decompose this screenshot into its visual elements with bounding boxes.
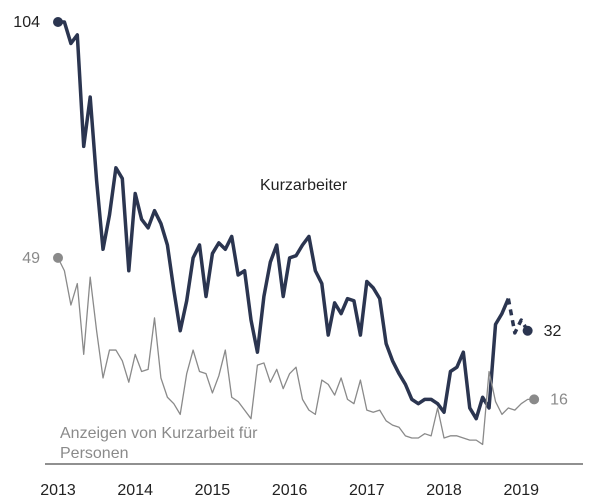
x-tick-label: 2017 xyxy=(349,482,385,499)
end-dot xyxy=(53,252,63,263)
series-label: Anzeigen von Kurzarbeit für Personen xyxy=(60,425,258,462)
series-line xyxy=(58,20,510,421)
x-tick-label: 2014 xyxy=(117,482,153,499)
data-label: 32 xyxy=(544,323,562,340)
x-tick-label: 2018 xyxy=(426,482,462,499)
series-label: Kurzarbeiter xyxy=(260,177,348,194)
end-dot xyxy=(53,17,63,27)
x-tick-label: 2016 xyxy=(272,482,308,499)
data-label: 49 xyxy=(22,250,40,267)
data-label: 16 xyxy=(550,392,568,409)
end-dot xyxy=(529,394,540,405)
series-line xyxy=(506,298,530,335)
end-dot xyxy=(522,325,533,336)
data-label: 104 xyxy=(13,14,40,31)
x-tick-label: 2013 xyxy=(40,482,76,499)
x-tick-label: 2019 xyxy=(503,482,539,499)
x-tick-label: 2015 xyxy=(195,482,231,499)
series-line xyxy=(57,257,535,446)
